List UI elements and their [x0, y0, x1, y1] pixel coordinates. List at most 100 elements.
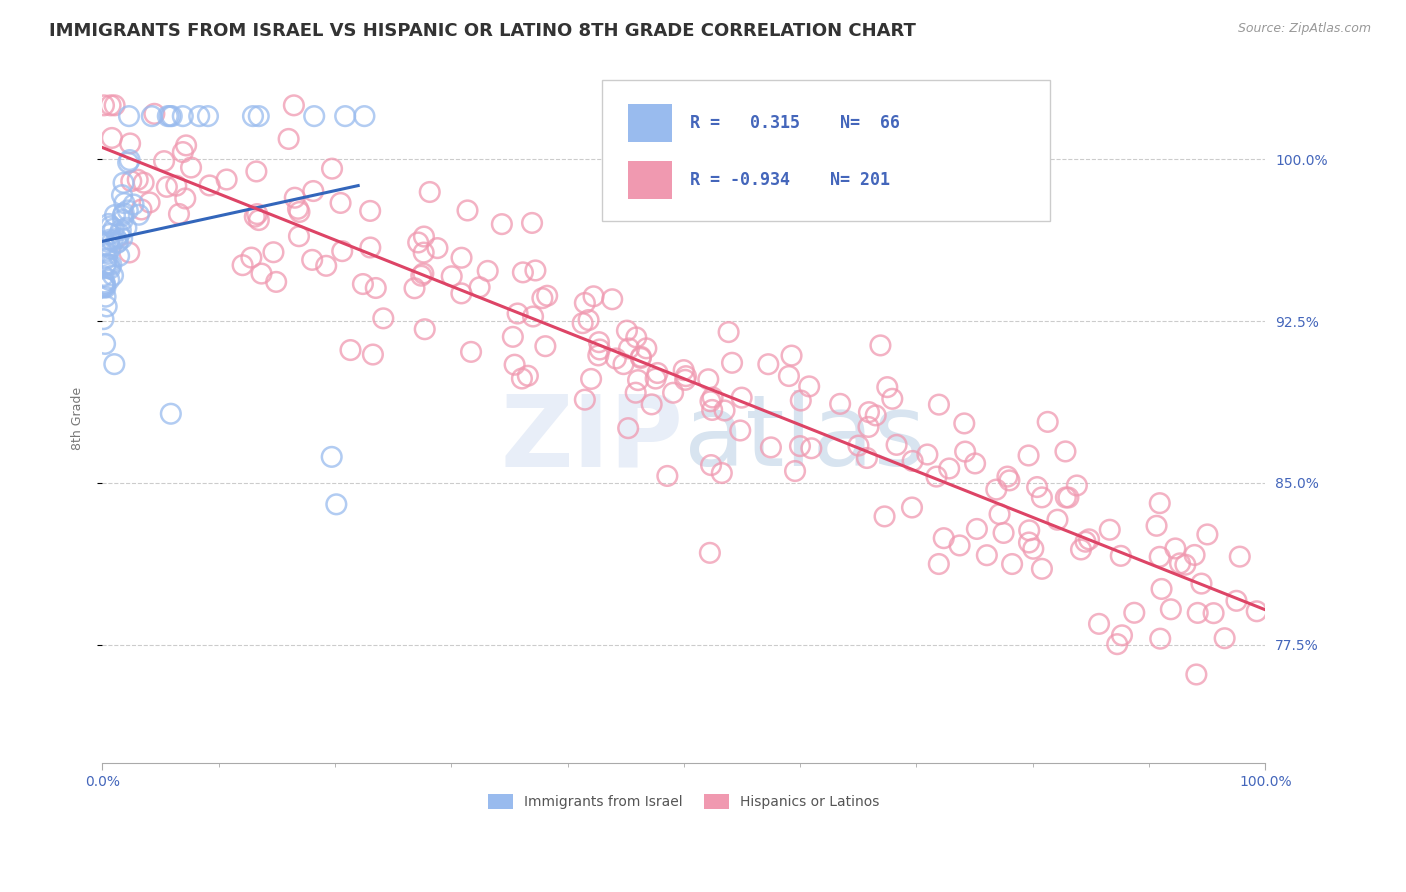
Point [1229, 549, 1251, 564]
Point [574, 392, 596, 407]
Point [242, 109, 264, 123]
Point [94, 277, 117, 292]
Point [468, 280, 491, 294]
Point [93, 98, 115, 112]
Point [938, 461, 960, 475]
Point [315, 259, 337, 273]
Point [848, 439, 870, 453]
Point [993, 525, 1015, 540]
Point [96, 252, 118, 266]
Point [702, 403, 724, 417]
Point [412, 267, 434, 281]
Point [138, 195, 160, 210]
Point [582, 289, 605, 303]
Point [1187, 606, 1209, 620]
Point [118, 153, 141, 167]
Point [700, 458, 723, 472]
Point [630, 350, 652, 364]
Point [143, 107, 166, 121]
Point [98, 233, 121, 247]
Point [120, 136, 142, 151]
Point [574, 296, 596, 310]
Point [1202, 606, 1225, 620]
Point [869, 338, 891, 352]
Point [600, 292, 623, 306]
Point [965, 457, 987, 471]
Point [250, 267, 273, 281]
Point [1109, 549, 1132, 563]
Point [605, 351, 627, 366]
Point [756, 357, 779, 371]
Point [174, 138, 197, 153]
Bar [628, 161, 672, 199]
Point [413, 229, 436, 244]
Point [524, 263, 547, 277]
Text: ZIP: ZIP [501, 391, 683, 487]
Point [1185, 667, 1208, 681]
Point [644, 371, 666, 385]
Point [96, 257, 118, 271]
Point [288, 229, 311, 244]
Point [172, 109, 194, 123]
Point [1225, 594, 1247, 608]
Point [588, 348, 610, 362]
Point [630, 351, 652, 365]
Point [94, 257, 117, 271]
Point [108, 249, 131, 263]
Point [232, 258, 254, 272]
Point [1246, 604, 1268, 618]
Point [112, 196, 135, 211]
Point [103, 357, 125, 371]
Point [117, 155, 139, 169]
Point [799, 379, 821, 393]
Point [100, 219, 122, 234]
Point [440, 269, 463, 284]
Point [364, 281, 387, 295]
Point [928, 557, 950, 571]
Point [612, 357, 634, 371]
Point [288, 205, 311, 219]
Point [120, 174, 142, 188]
Point [1149, 496, 1171, 510]
Point [730, 391, 752, 405]
Text: R = -0.934    N= 201: R = -0.934 N= 201 [690, 171, 890, 189]
Point [506, 306, 529, 320]
Point [339, 343, 361, 357]
Point [675, 369, 697, 384]
Point [335, 109, 357, 123]
Point [105, 232, 128, 246]
Point [1036, 415, 1059, 429]
Point [96, 247, 118, 261]
Point [104, 98, 127, 112]
Point [107, 235, 129, 249]
Point [96, 300, 118, 314]
Point [262, 245, 284, 260]
Text: IMMIGRANTS FROM ISRAEL VS HISPANIC OR LATINO 8TH GRADE CORRELATION CHART: IMMIGRANTS FROM ISRAEL VS HISPANIC OR LA… [49, 22, 917, 40]
Point [167, 207, 190, 221]
Point [283, 98, 305, 112]
Point [1168, 557, 1191, 571]
Point [998, 474, 1021, 488]
Point [1046, 513, 1069, 527]
Point [112, 206, 135, 220]
Point [491, 217, 513, 231]
Point [662, 385, 685, 400]
Point [512, 265, 534, 279]
Legend: Immigrants from Israel, Hispanics or Latinos: Immigrants from Israel, Hispanics or Lat… [482, 789, 884, 814]
Point [94, 280, 117, 294]
Point [699, 546, 721, 560]
Point [180, 161, 202, 175]
Point [901, 500, 924, 515]
Point [636, 342, 658, 356]
Point [616, 324, 638, 338]
Point [502, 330, 524, 344]
Point [534, 339, 557, 353]
Point [856, 450, 879, 465]
Point [1018, 535, 1040, 549]
Point [153, 154, 176, 169]
Point [986, 483, 1008, 497]
Point [247, 109, 270, 123]
Point [287, 202, 309, 216]
Bar [628, 104, 672, 142]
Point [1018, 449, 1040, 463]
